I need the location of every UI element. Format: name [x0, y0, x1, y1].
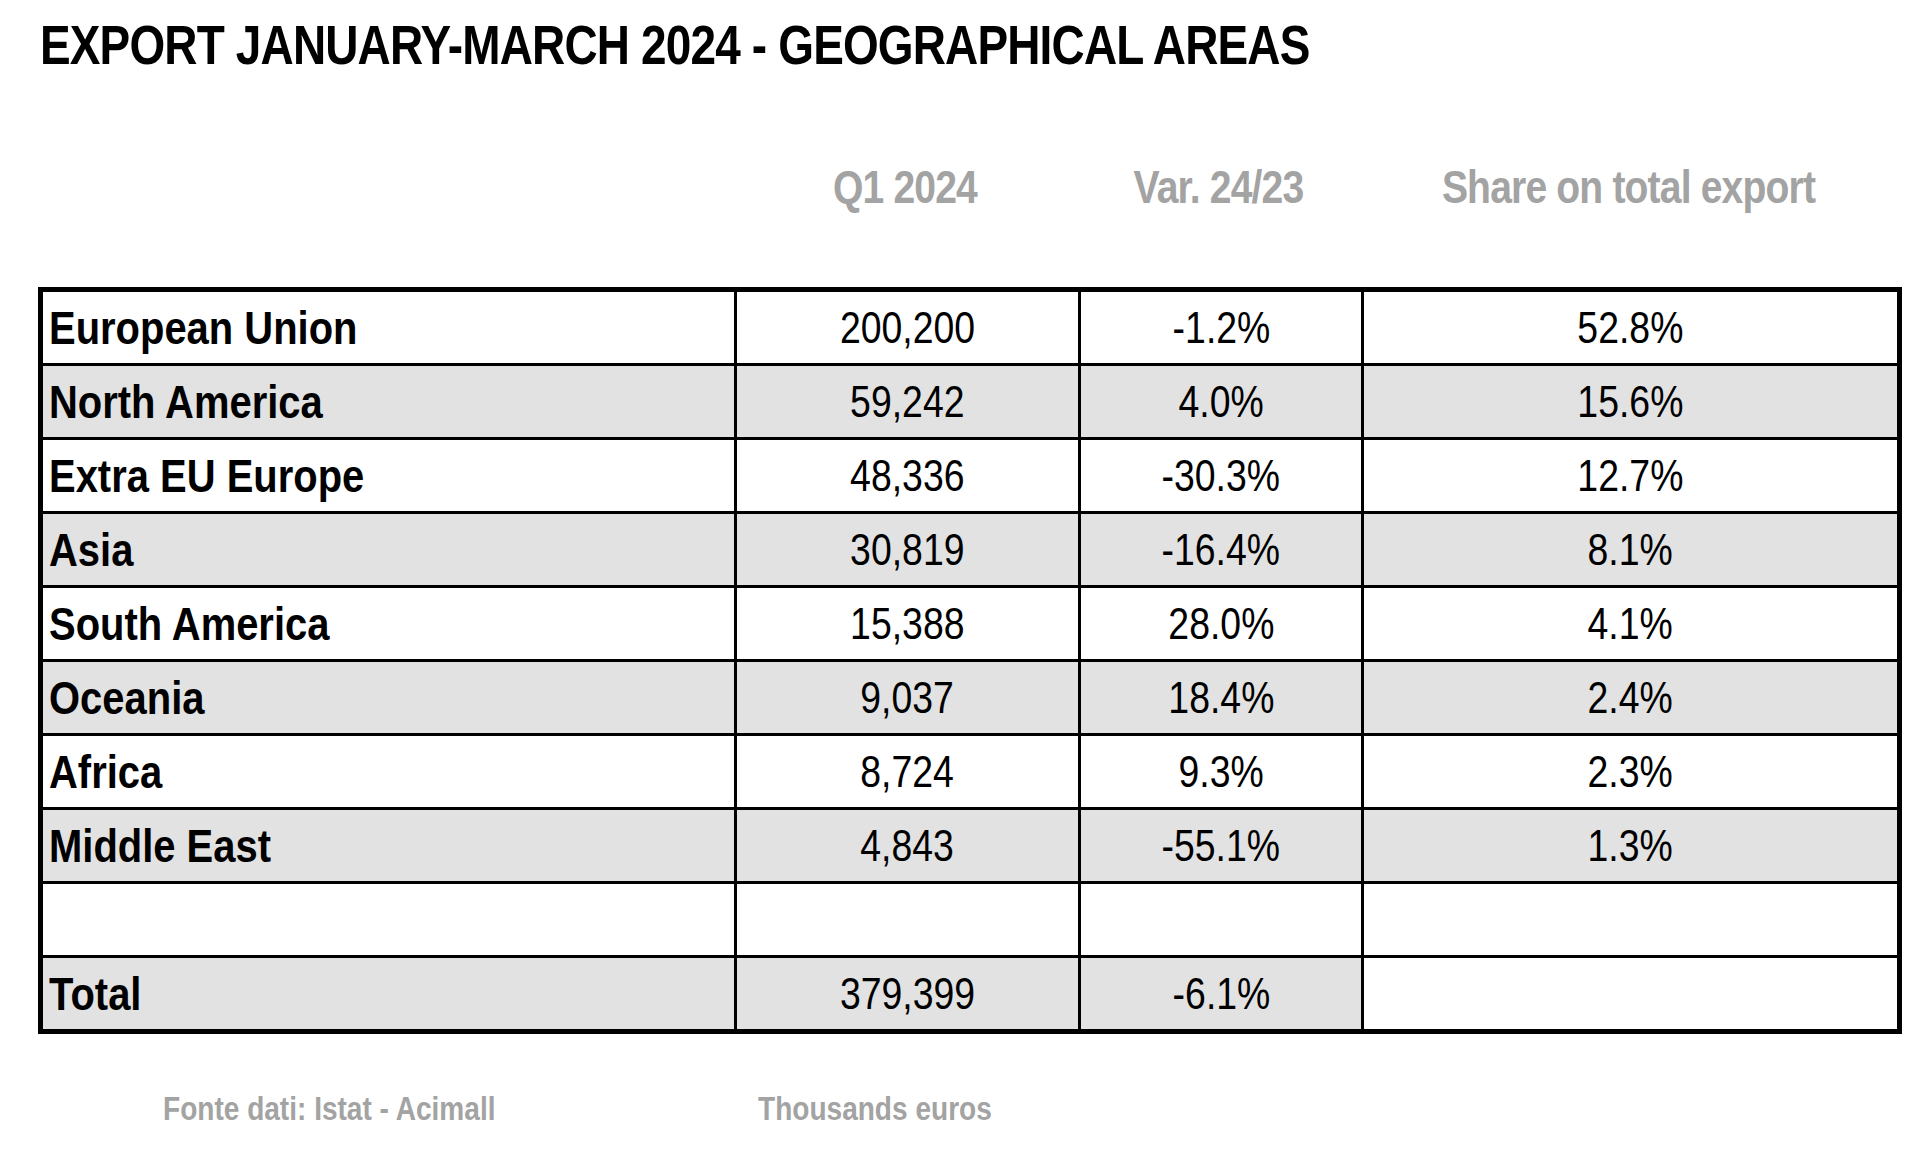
- table-row-extra-eu-europe: Extra EU Europe 48,336 -30.3% 12.7%: [41, 439, 1900, 513]
- column-header-share: Share on total export: [1400, 160, 1856, 214]
- share-value-cell: 15.6%: [1363, 365, 1900, 439]
- share-value: 8.1%: [1588, 525, 1673, 575]
- var-value-cell: 28.0%: [1080, 587, 1363, 661]
- units-note: Thousands euros: [758, 1090, 992, 1128]
- var-value-cell: 4.0%: [1080, 365, 1363, 439]
- area-cell: Total: [41, 957, 736, 1032]
- area-label: European Union: [49, 300, 358, 355]
- table-row-european-union: European Union 200,200 -1.2% 52.8%: [41, 290, 1900, 365]
- q1-value: 9,037: [861, 673, 955, 723]
- share-value: 1.3%: [1588, 821, 1673, 871]
- var-value: 28.0%: [1168, 599, 1274, 649]
- q1-value: 379,399: [840, 969, 975, 1019]
- var-value-cell: 18.4%: [1080, 661, 1363, 735]
- column-header-q1-2024: Q1 2024: [759, 160, 1051, 214]
- share-value-cell: [1363, 957, 1900, 1032]
- q1-value: 8,724: [861, 747, 955, 797]
- area-label: South America: [49, 596, 329, 651]
- export-report-page: EXPORT JANUARY-MARCH 2024 - GEOGRAPHICAL…: [0, 0, 1920, 1152]
- var-value: 9.3%: [1178, 747, 1263, 797]
- var-value-cell: -55.1%: [1080, 809, 1363, 883]
- table-row-middle-east: Middle East 4,843 -55.1% 1.3%: [41, 809, 1900, 883]
- var-value: 18.4%: [1168, 673, 1274, 723]
- var-value-cell: 9.3%: [1080, 735, 1363, 809]
- table-row-asia: Asia 30,819 -16.4% 8.1%: [41, 513, 1900, 587]
- area-label: Total: [49, 966, 141, 1021]
- area-cell: North America: [41, 365, 736, 439]
- q1-value-cell: [736, 883, 1080, 957]
- var-value-cell: -30.3%: [1080, 439, 1363, 513]
- area-cell: Oceania: [41, 661, 736, 735]
- share-value-cell: [1363, 883, 1900, 957]
- area-cell: Africa: [41, 735, 736, 809]
- share-value-cell: 1.3%: [1363, 809, 1900, 883]
- share-value-cell: 4.1%: [1363, 587, 1900, 661]
- page-title: EXPORT JANUARY-MARCH 2024 - GEOGRAPHICAL…: [40, 12, 1310, 77]
- share-value-cell: 8.1%: [1363, 513, 1900, 587]
- q1-value-cell: 200,200: [736, 290, 1080, 365]
- var-value: -30.3%: [1162, 451, 1281, 501]
- table-row-north-america: North America 59,242 4.0% 15.6%: [41, 365, 1900, 439]
- table-row-oceania: Oceania 9,037 18.4% 2.4%: [41, 661, 1900, 735]
- share-value: 2.4%: [1588, 673, 1673, 723]
- share-value: 15.6%: [1577, 377, 1683, 427]
- q1-value-cell: 30,819: [736, 513, 1080, 587]
- q1-value: 200,200: [840, 303, 975, 353]
- area-label: Extra EU Europe: [49, 448, 364, 503]
- var-value: -6.1%: [1172, 969, 1270, 1019]
- share-value: 12.7%: [1577, 451, 1683, 501]
- area-cell: [41, 883, 736, 957]
- area-cell: Middle East: [41, 809, 736, 883]
- q1-value-cell: 9,037: [736, 661, 1080, 735]
- var-value-cell: -16.4%: [1080, 513, 1363, 587]
- data-source-note: Fonte dati: Istat - Acimall: [163, 1090, 495, 1128]
- area-cell: Extra EU Europe: [41, 439, 736, 513]
- area-label: Middle East: [49, 818, 271, 873]
- area-cell: European Union: [41, 290, 736, 365]
- share-value-cell: 12.7%: [1363, 439, 1900, 513]
- area-cell: Asia: [41, 513, 736, 587]
- q1-value-cell: 15,388: [736, 587, 1080, 661]
- share-value-cell: 52.8%: [1363, 290, 1900, 365]
- share-value: 52.8%: [1577, 303, 1683, 353]
- area-label: Asia: [49, 522, 133, 577]
- table-row-africa: Africa 8,724 9.3% 2.3%: [41, 735, 1900, 809]
- share-value: 2.3%: [1588, 747, 1673, 797]
- var-value-cell: -6.1%: [1080, 957, 1363, 1032]
- q1-value: 59,242: [850, 377, 964, 427]
- q1-value: 48,336: [850, 451, 964, 501]
- q1-value-cell: 4,843: [736, 809, 1080, 883]
- export-table: European Union 200,200 -1.2% 52.8% North…: [38, 287, 1902, 1034]
- var-value-cell: [1080, 883, 1363, 957]
- area-label: Oceania: [49, 670, 204, 725]
- area-label: Africa: [49, 744, 162, 799]
- area-label: North America: [49, 374, 323, 429]
- var-value: 4.0%: [1178, 377, 1263, 427]
- q1-value: 15,388: [850, 599, 964, 649]
- share-value-cell: 2.3%: [1363, 735, 1900, 809]
- var-value: -1.2%: [1172, 303, 1270, 353]
- table-row-south-america: South America 15,388 28.0% 4.1%: [41, 587, 1900, 661]
- share-value-cell: 2.4%: [1363, 661, 1900, 735]
- share-value: 4.1%: [1588, 599, 1673, 649]
- var-value: -16.4%: [1162, 525, 1281, 575]
- column-header-var: Var. 24/23: [1098, 160, 1339, 214]
- table-row-spacer: [41, 883, 1900, 957]
- q1-value: 30,819: [850, 525, 964, 575]
- var-value-cell: -1.2%: [1080, 290, 1363, 365]
- q1-value: 4,843: [861, 821, 955, 871]
- q1-value-cell: 379,399: [736, 957, 1080, 1032]
- q1-value-cell: 48,336: [736, 439, 1080, 513]
- q1-value-cell: 8,724: [736, 735, 1080, 809]
- column-headers: Q1 2024 Var. 24/23 Share on total export: [38, 160, 1897, 214]
- area-cell: South America: [41, 587, 736, 661]
- q1-value-cell: 59,242: [736, 365, 1080, 439]
- var-value: -55.1%: [1162, 821, 1281, 871]
- table-row-total: Total 379,399 -6.1%: [41, 957, 1900, 1032]
